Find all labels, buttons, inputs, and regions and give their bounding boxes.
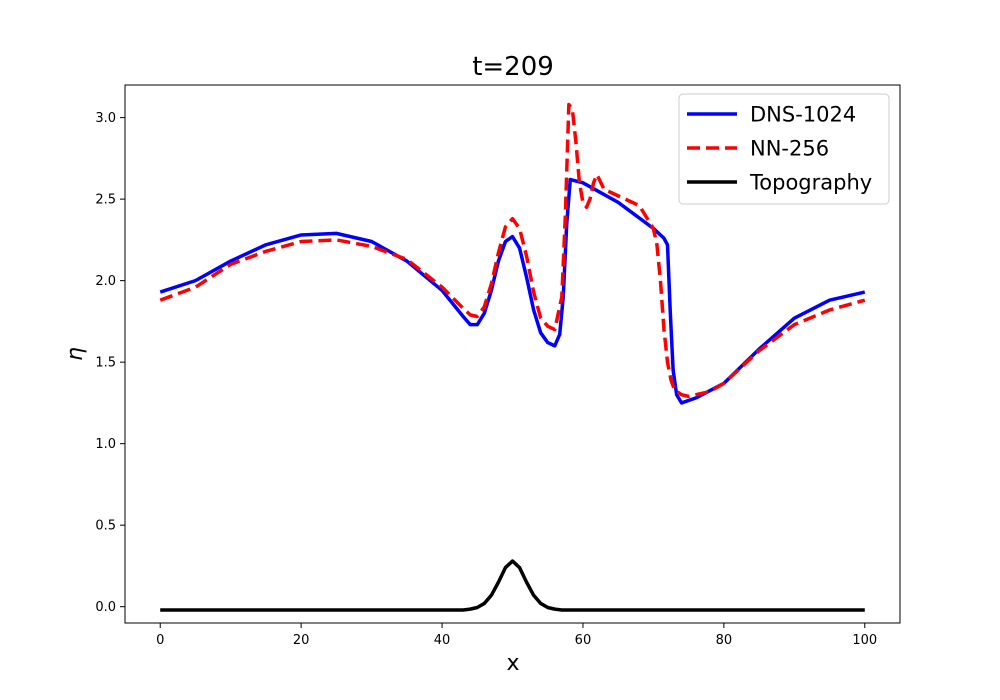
x-tick-label: 0 [156,633,164,648]
x-tick-label: 20 [293,633,310,648]
plot-area-frame [124,84,901,624]
y-tick-label: 1.0 [95,437,116,452]
y-tick-label: 3.0 [95,111,116,126]
x-axis-ticks: 0 20 40 60 80 100 [156,623,877,648]
y-tick-label: 0.0 [95,600,116,615]
series-line-nn-256 [159,102,866,399]
y-tick-label: 1.5 [95,356,116,371]
series-line-topography [160,559,865,612]
legend-label: DNS-1024 [750,103,856,127]
y-tick-label: 0.5 [95,519,116,534]
legend-label: Topography [749,171,872,195]
legend-label: NN-256 [750,137,829,161]
x-axis-label: x [506,651,519,676]
chart-legend: DNS-1024 NN-256 Topography [678,93,890,205]
x-tick-label: 40 [434,633,451,648]
x-tick-label: 60 [575,633,592,648]
y-axis-ticks: 0.0 0.5 1.0 1.5 2.0 2.5 3.0 [95,111,125,615]
y-tick-label: 2.0 [95,274,116,289]
legend-box [678,93,890,205]
x-tick-label: 80 [716,633,733,648]
chart-title: t=209 [472,52,554,82]
y-axis-label: η [63,347,88,361]
series-layer [159,102,866,612]
x-tick-label: 100 [852,633,877,648]
y-tick-label: 2.5 [95,193,116,208]
